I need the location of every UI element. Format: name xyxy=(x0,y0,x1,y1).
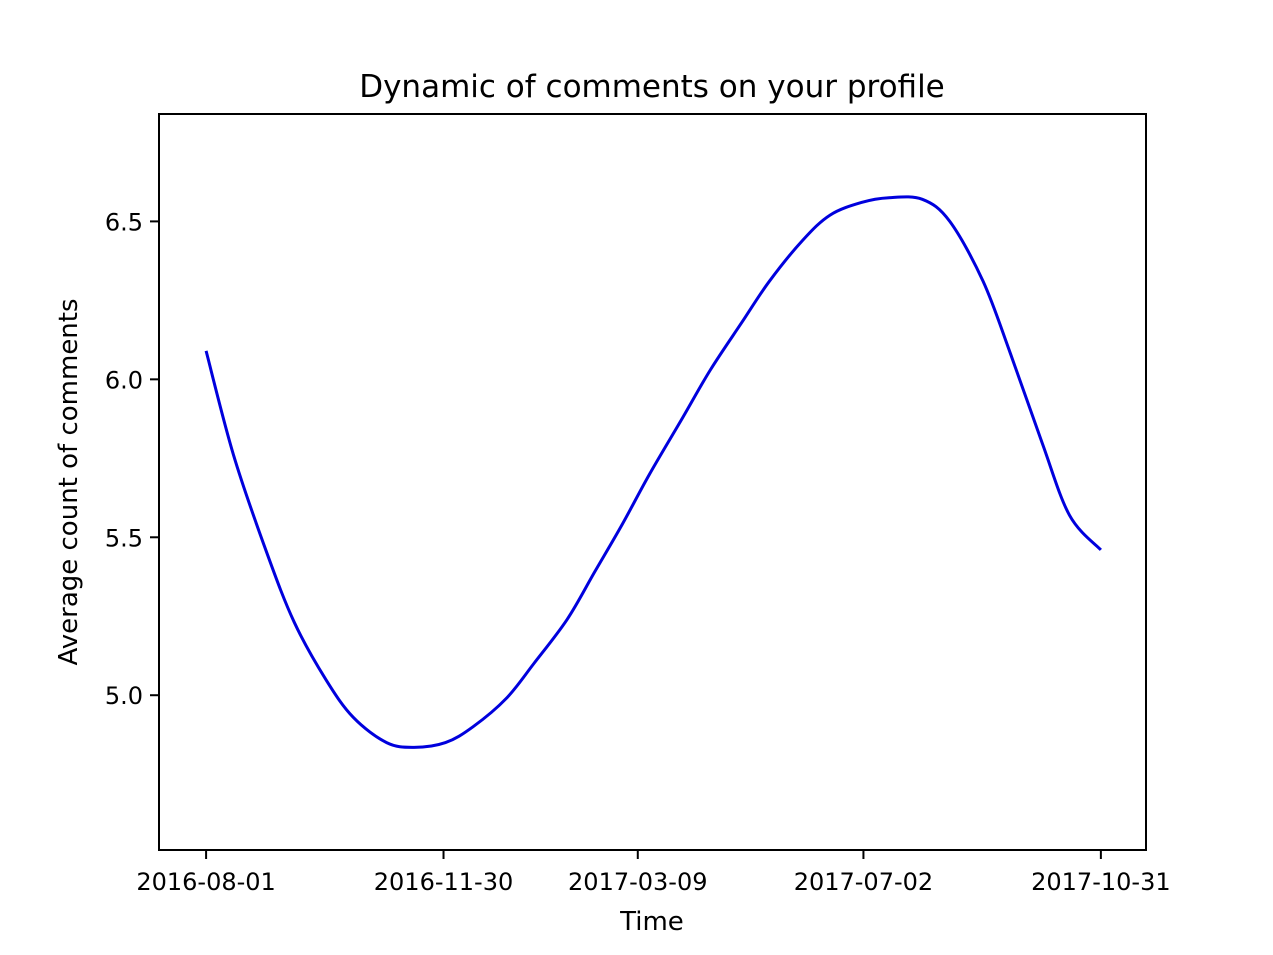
x-axis-label: Time xyxy=(619,907,684,937)
y-tick-label: 5.0 xyxy=(105,682,143,710)
x-tick-label: 2017-03-09 xyxy=(568,868,707,896)
series-line xyxy=(204,195,1102,749)
y-axis-label: Average count of comments xyxy=(54,298,84,665)
x-tick-label: 2017-10-31 xyxy=(1031,868,1170,896)
chart-title: Dynamic of comments on your profile xyxy=(359,69,945,105)
x-tick-label: 2016-08-01 xyxy=(136,868,275,896)
y-tick-label: 6.0 xyxy=(105,366,143,394)
plot-frame xyxy=(158,113,1147,851)
y-tick-label: 5.5 xyxy=(105,524,143,552)
x-tick-label: 2017-07-02 xyxy=(794,868,933,896)
y-tick-label: 6.5 xyxy=(105,208,143,236)
x-tick-label: 2016-11-30 xyxy=(374,868,513,896)
